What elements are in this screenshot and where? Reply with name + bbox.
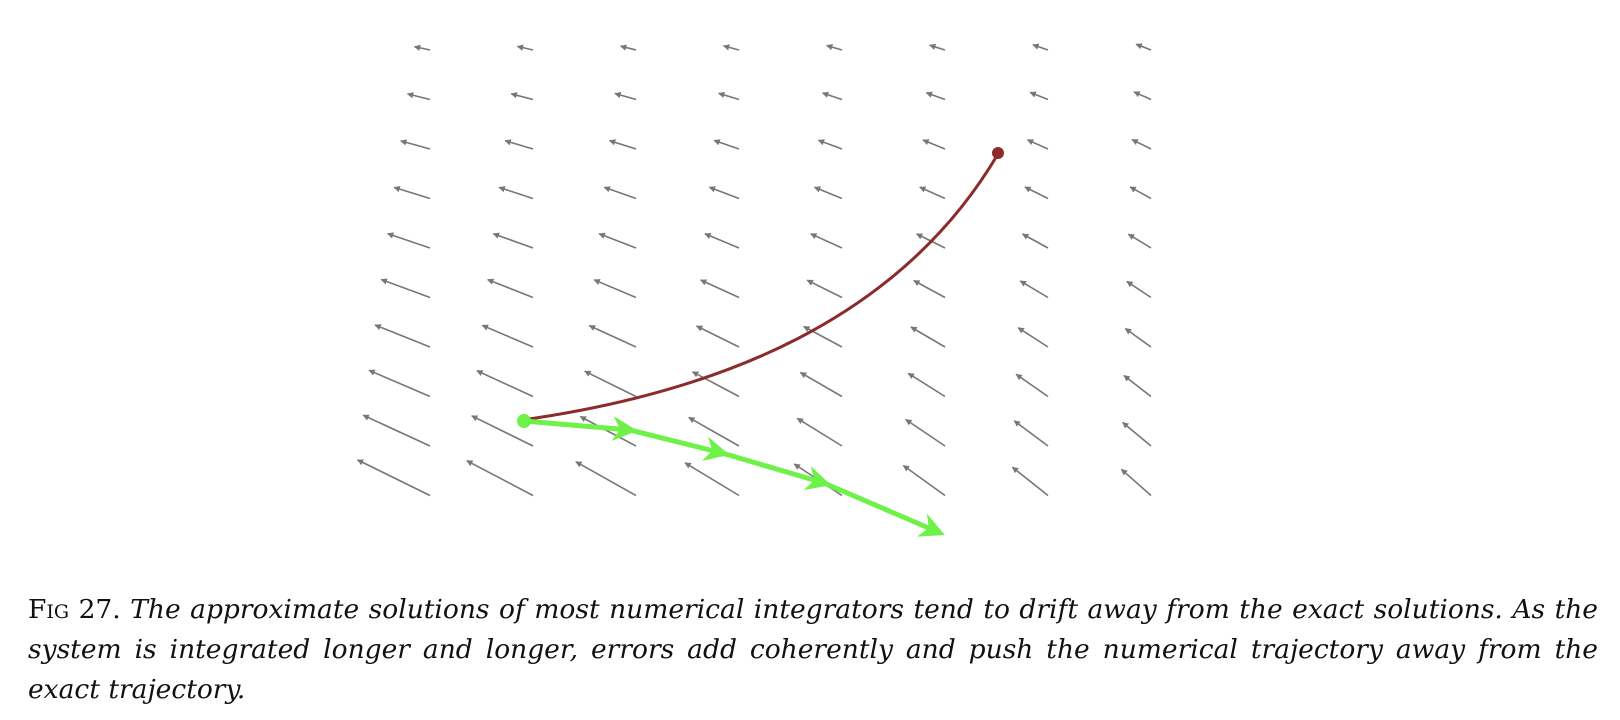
- field-arrow: [810, 233, 843, 249]
- field-arrow: [695, 325, 740, 348]
- field-arrow: [704, 233, 740, 249]
- field-arrow: [813, 186, 843, 200]
- field-arrow: [1029, 91, 1049, 101]
- field-arrow: [1122, 421, 1152, 447]
- field-arrow: [504, 139, 534, 150]
- field-arrow: [925, 91, 946, 101]
- field-arrow: [913, 279, 946, 299]
- field-arrow: [608, 139, 637, 150]
- field-arrow: [1026, 139, 1049, 150]
- field-arrow: [380, 278, 431, 299]
- field-arrow: [575, 461, 637, 497]
- field-arrow: [1123, 374, 1152, 398]
- figure-label: Fig 27.: [28, 594, 121, 625]
- field-arrow: [516, 44, 534, 51]
- field-arrow: [796, 417, 843, 447]
- field-arrow: [386, 232, 431, 249]
- field-arrow: [1021, 233, 1049, 249]
- numerical-trajectory: [521, 416, 945, 537]
- field-arrow: [825, 44, 843, 51]
- field-arrow: [905, 418, 946, 447]
- field-arrow: [1129, 186, 1152, 200]
- field-arrow: [466, 459, 534, 497]
- initial-point: [517, 414, 531, 428]
- field-arrow: [1032, 43, 1049, 51]
- field-arrow: [1013, 420, 1049, 447]
- field-arrow: [919, 186, 946, 200]
- field-arrow: [603, 186, 637, 200]
- field-arrow: [584, 370, 637, 398]
- field-arrow: [476, 369, 534, 398]
- field-arrow: [713, 139, 740, 150]
- field-arrow: [374, 324, 431, 348]
- field-arrow: [598, 232, 637, 249]
- field-arrow: [1135, 43, 1152, 51]
- numerical-step: [719, 450, 832, 491]
- field-arrow: [799, 371, 843, 398]
- caption-text: The approximate solutions of most numeri…: [28, 594, 1598, 705]
- field-arrow: [1011, 466, 1049, 497]
- field-arrow: [593, 279, 637, 299]
- numerical-step: [821, 480, 945, 537]
- field-arrow: [487, 278, 534, 299]
- field-arrow: [722, 44, 740, 51]
- field-arrow: [718, 91, 740, 101]
- field-arrow: [481, 324, 534, 348]
- field-arrow: [1120, 468, 1152, 497]
- field-arrow: [700, 279, 740, 299]
- field-arrow: [929, 43, 946, 51]
- field-arrow: [1017, 327, 1049, 348]
- vector-field: [356, 43, 1152, 497]
- field-arrow: [1131, 138, 1152, 150]
- field-arrow: [1019, 280, 1049, 299]
- field-arrow: [471, 415, 534, 447]
- field-arrow: [817, 139, 843, 150]
- field-arrow: [356, 459, 431, 497]
- field-arrow: [910, 326, 946, 348]
- field-arrow: [614, 91, 637, 101]
- numerical-step: [521, 416, 638, 441]
- field-arrow: [691, 371, 740, 398]
- field-arrow: [362, 414, 431, 447]
- field-arrow: [684, 462, 740, 497]
- field-arrow: [821, 91, 843, 101]
- field-arrow: [803, 325, 843, 348]
- field-arrow: [588, 324, 637, 348]
- exact-trajectory: [521, 153, 1000, 422]
- field-arrow: [902, 464, 946, 497]
- field-arrow: [393, 186, 431, 200]
- field-arrow: [368, 369, 431, 398]
- field-arrow: [708, 186, 740, 200]
- field-arrow: [406, 92, 431, 101]
- numerical-step: [627, 427, 730, 461]
- field-arrow: [619, 44, 637, 51]
- field-arrow: [922, 139, 946, 150]
- field-arrow: [510, 92, 534, 101]
- field-arrow: [806, 279, 843, 299]
- field-arrow: [492, 232, 534, 249]
- field-arrow: [1126, 280, 1152, 299]
- field-arrow: [1024, 186, 1049, 200]
- field-arrow: [907, 372, 946, 398]
- field-arrow: [498, 186, 534, 200]
- field-arrow: [1133, 91, 1152, 101]
- exact-trajectory-endpoint: [992, 147, 1004, 159]
- field-arrow: [400, 139, 431, 150]
- field-arrow: [1124, 327, 1152, 348]
- field-arrow: [1015, 373, 1049, 398]
- vector-field-figure: [356, 43, 1152, 537]
- field-arrow: [413, 44, 431, 51]
- field-arrow: [1127, 233, 1152, 249]
- field-arrow: [688, 416, 740, 447]
- figure-caption: Fig 27. The approximate solutions of mos…: [28, 590, 1598, 710]
- field-arrow: [579, 415, 637, 447]
